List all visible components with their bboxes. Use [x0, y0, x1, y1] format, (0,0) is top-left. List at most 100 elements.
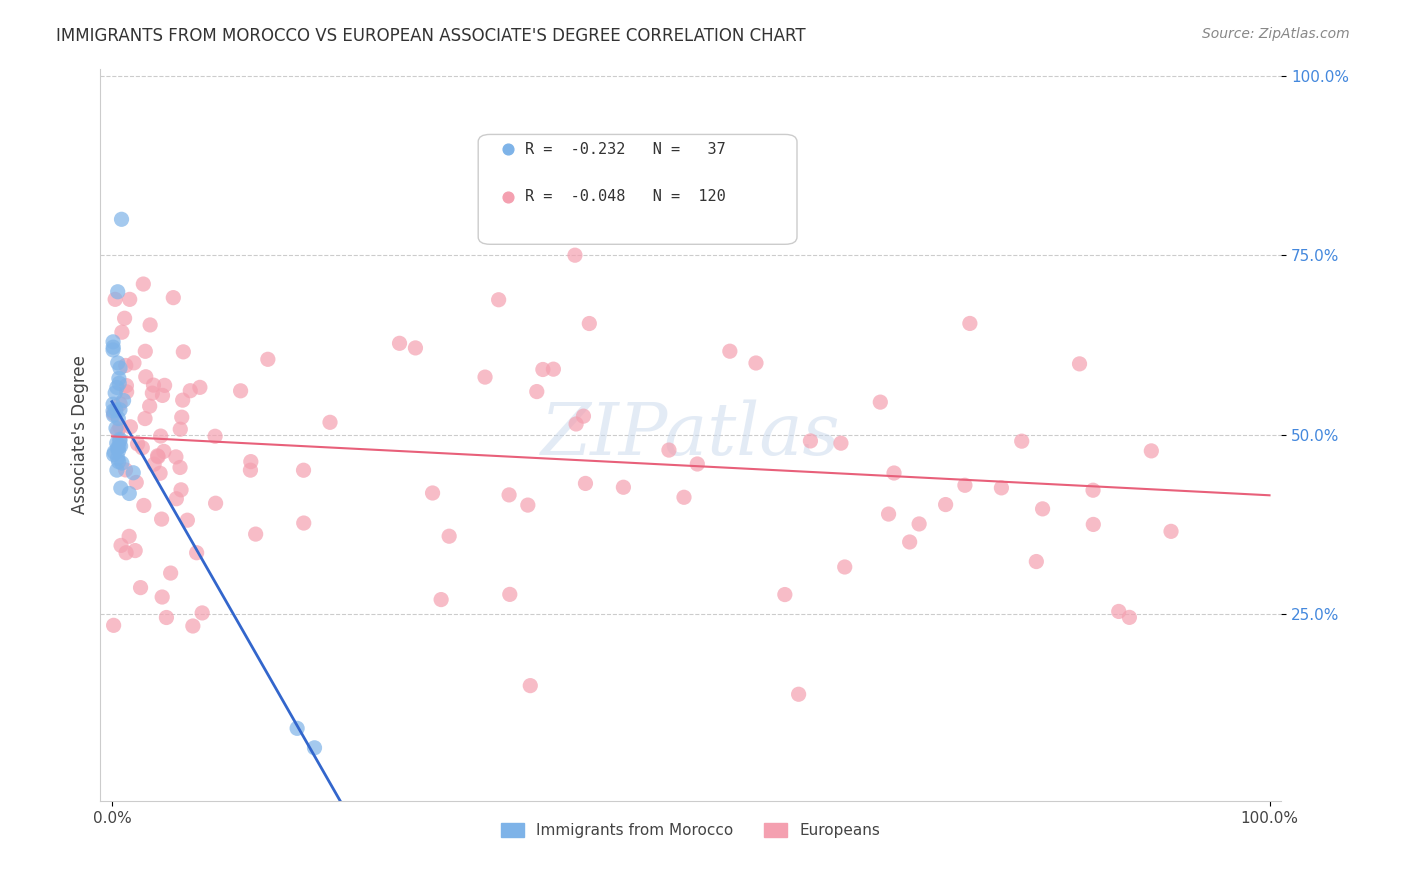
Europeans: [388, 336, 411, 351]
Immigrants from Morocco: [107, 443, 129, 458]
Europeans: [686, 457, 709, 471]
Europeans: [115, 384, 138, 399]
Immigrants from Morocco: [104, 421, 127, 435]
Europeans: [181, 619, 204, 633]
Europeans: [127, 437, 149, 451]
Europeans: [103, 618, 125, 632]
Europeans: [292, 516, 315, 530]
Europeans: [773, 588, 796, 602]
Europeans: [1011, 434, 1033, 449]
Europeans: [499, 587, 522, 601]
Europeans: [908, 516, 931, 531]
Immigrants from Morocco: [105, 463, 128, 477]
Text: ZIPatlas: ZIPatlas: [541, 400, 841, 470]
Europeans: [115, 378, 138, 392]
Europeans: [292, 463, 315, 477]
Immigrants from Morocco: [104, 402, 127, 417]
Europeans: [165, 491, 187, 506]
Europeans: [135, 369, 157, 384]
Europeans: [990, 481, 1012, 495]
Europeans: [134, 344, 156, 359]
Immigrants from Morocco: [108, 402, 131, 417]
Immigrants from Morocco: [107, 451, 129, 466]
Europeans: [118, 529, 141, 543]
Y-axis label: Associate's Degree: Associate's Degree: [72, 355, 89, 514]
Immigrants from Morocco: [285, 722, 308, 736]
Europeans: [935, 498, 957, 512]
Europeans: [122, 356, 145, 370]
Europeans: [612, 480, 634, 494]
Europeans: [1108, 604, 1130, 618]
Immigrants from Morocco: [107, 455, 129, 469]
Europeans: [1118, 610, 1140, 624]
Point: [501, 147, 523, 161]
Immigrants from Morocco: [108, 371, 131, 385]
Immigrants from Morocco: [101, 404, 124, 418]
Immigrants from Morocco: [103, 445, 125, 459]
Europeans: [543, 362, 565, 376]
Immigrants from Morocco: [103, 408, 125, 422]
Europeans: [531, 362, 554, 376]
Europeans: [564, 248, 586, 262]
Europeans: [422, 486, 444, 500]
Europeans: [132, 277, 155, 291]
Europeans: [129, 581, 152, 595]
Europeans: [898, 535, 921, 549]
Europeans: [150, 590, 173, 604]
Immigrants from Morocco: [110, 212, 132, 227]
Europeans: [229, 384, 252, 398]
Immigrants from Morocco: [108, 376, 131, 391]
Europeans: [139, 318, 162, 332]
Europeans: [108, 397, 131, 411]
Point: [501, 194, 523, 209]
Europeans: [953, 478, 976, 492]
Europeans: [153, 444, 176, 458]
Immigrants from Morocco: [101, 397, 124, 411]
Europeans: [526, 384, 548, 399]
Europeans: [565, 417, 588, 431]
Europeans: [111, 325, 134, 339]
Europeans: [186, 546, 208, 560]
Europeans: [1160, 524, 1182, 539]
Europeans: [104, 293, 127, 307]
Europeans: [834, 560, 856, 574]
Europeans: [143, 457, 166, 471]
Europeans: [149, 467, 172, 481]
Europeans: [404, 341, 426, 355]
Immigrants from Morocco: [108, 440, 131, 454]
Europeans: [153, 378, 176, 392]
Europeans: [516, 498, 538, 512]
Europeans: [103, 407, 125, 421]
Europeans: [572, 409, 595, 424]
Immigrants from Morocco: [104, 385, 127, 400]
Immigrants from Morocco: [101, 334, 124, 349]
Text: Source: ZipAtlas.com: Source: ZipAtlas.com: [1202, 27, 1350, 41]
Europeans: [114, 463, 136, 477]
Europeans: [172, 393, 194, 408]
Immigrants from Morocco: [122, 466, 145, 480]
Europeans: [176, 513, 198, 527]
Europeans: [132, 499, 155, 513]
Immigrants from Morocco: [107, 411, 129, 425]
Europeans: [146, 450, 169, 464]
Text: IMMIGRANTS FROM MOROCCO VS EUROPEAN ASSOCIATE'S DEGREE CORRELATION CHART: IMMIGRANTS FROM MOROCCO VS EUROPEAN ASSO…: [56, 27, 806, 45]
Immigrants from Morocco: [108, 434, 131, 448]
Europeans: [830, 436, 852, 450]
Europeans: [124, 543, 146, 558]
Immigrants from Morocco: [105, 380, 128, 394]
Immigrants from Morocco: [105, 442, 128, 456]
Europeans: [131, 441, 153, 455]
FancyBboxPatch shape: [478, 135, 797, 244]
Europeans: [138, 399, 160, 413]
Europeans: [162, 291, 184, 305]
Europeans: [114, 359, 136, 373]
Immigrants from Morocco: [103, 448, 125, 462]
Europeans: [150, 512, 173, 526]
Europeans: [1140, 443, 1163, 458]
Europeans: [169, 460, 191, 475]
Europeans: [257, 352, 280, 367]
Europeans: [152, 388, 174, 402]
Immigrants from Morocco: [304, 740, 326, 755]
Immigrants from Morocco: [105, 436, 128, 450]
Europeans: [430, 592, 453, 607]
